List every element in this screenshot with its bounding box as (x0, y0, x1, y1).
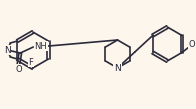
Text: O: O (189, 40, 195, 49)
Text: N: N (114, 64, 121, 72)
Text: N: N (4, 45, 11, 54)
Text: F: F (28, 58, 33, 66)
Text: O: O (15, 65, 22, 73)
Text: NH: NH (34, 42, 47, 50)
